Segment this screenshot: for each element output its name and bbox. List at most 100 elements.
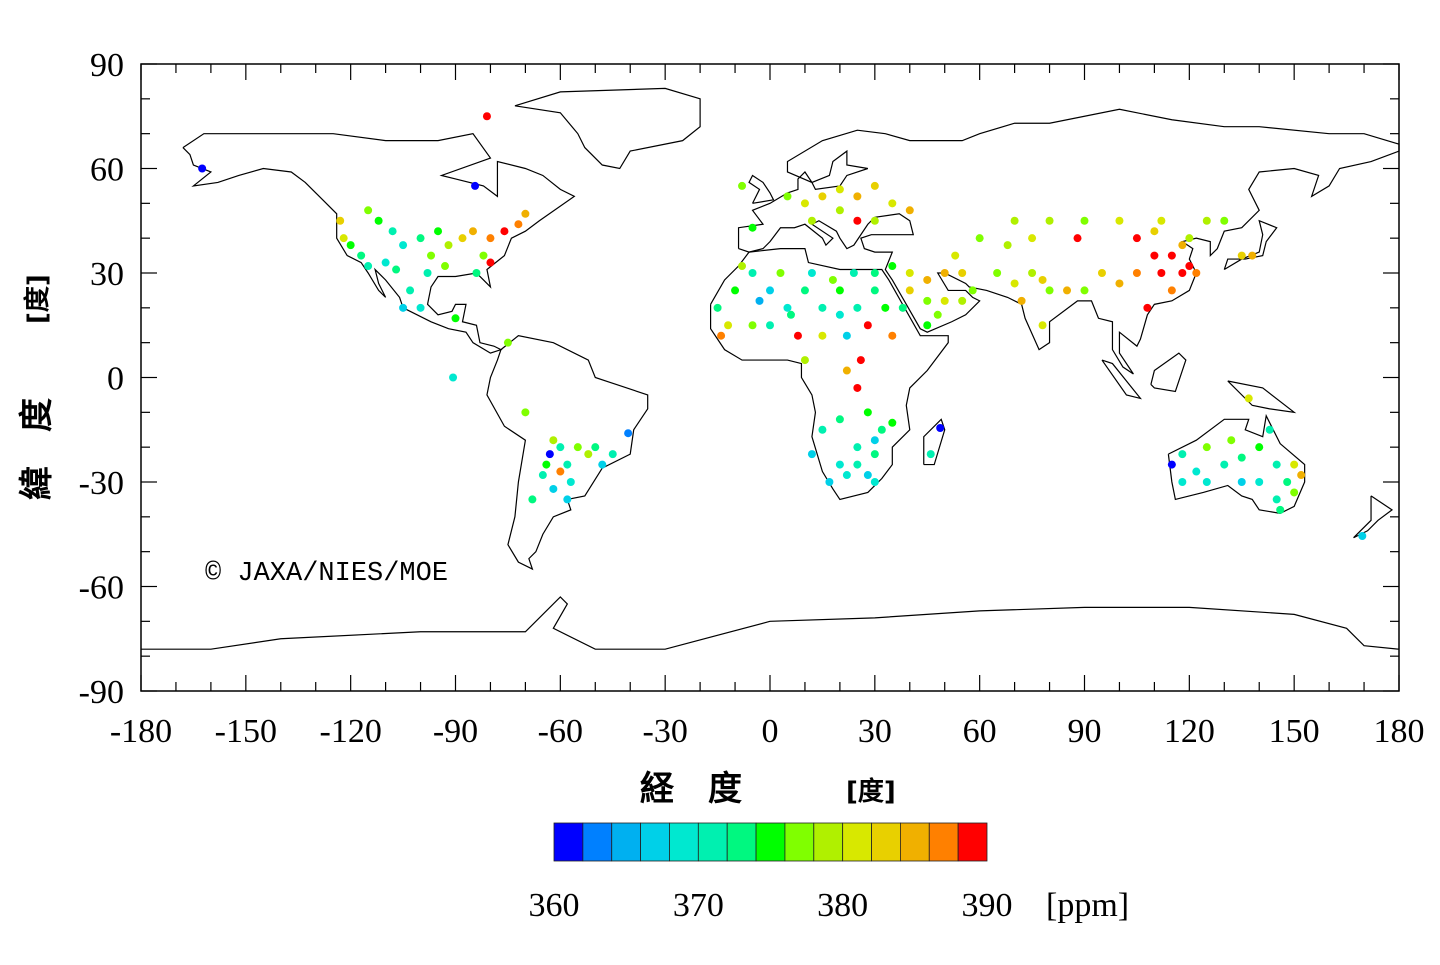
x-tick-label: 0 — [762, 713, 779, 750]
data-point — [1220, 216, 1229, 225]
data-point — [1115, 216, 1124, 225]
x-tick-label: 120 — [1164, 713, 1215, 750]
data-point — [392, 265, 401, 274]
colorbar-labels: 360 370 380 390 — [529, 887, 1013, 924]
data-point — [1038, 275, 1047, 284]
data-point — [724, 321, 733, 330]
data-point — [1157, 269, 1166, 277]
data-point — [444, 241, 453, 250]
data-point — [870, 436, 879, 445]
data-point — [500, 227, 509, 236]
data-point — [842, 366, 851, 375]
data-point — [1248, 251, 1257, 260]
data-point — [1167, 460, 1176, 469]
colorbar-tick-label: 370 — [673, 887, 724, 924]
data-point — [870, 450, 879, 459]
data-point — [521, 209, 530, 218]
data-point — [471, 181, 480, 190]
plot-frame — [140, 63, 1400, 692]
data-point — [807, 450, 816, 459]
axis-ticks — [140, 63, 1400, 692]
coastline — [1150, 352, 1187, 393]
coastline — [737, 108, 1400, 375]
data-point — [482, 112, 491, 121]
data-point — [923, 321, 932, 330]
data-point — [870, 181, 879, 190]
data-point — [563, 460, 572, 469]
data-point — [842, 471, 851, 480]
x-tick-label: -60 — [538, 713, 583, 750]
data-point — [755, 296, 764, 305]
data-point — [888, 262, 897, 271]
data-point — [449, 373, 458, 382]
coastline — [709, 248, 949, 501]
data-point — [870, 478, 879, 486]
y-axis-label: 緯 度 — [17, 398, 57, 500]
data-point — [905, 206, 914, 215]
y-tick-label: 60 — [90, 152, 124, 189]
data-point — [1185, 262, 1194, 271]
coastline — [182, 133, 576, 354]
data-point — [905, 286, 914, 295]
coastline — [486, 335, 649, 571]
data-point — [940, 296, 949, 305]
x-tick-label: 60 — [963, 713, 997, 750]
data-point — [521, 408, 530, 417]
y-axis-unit: [度] — [22, 274, 53, 324]
data-point — [853, 443, 862, 452]
data-point — [898, 303, 907, 312]
data-point — [926, 450, 935, 459]
data-point — [1010, 279, 1019, 288]
data-point — [608, 450, 617, 459]
data-point — [1178, 478, 1187, 486]
y-tick-labels: 90 60 30 0 -30 -60 -90 — [79, 47, 124, 711]
x-tick-label: 30 — [858, 713, 892, 750]
data-point — [1237, 251, 1246, 260]
data-point — [1178, 241, 1187, 250]
data-point — [458, 234, 467, 243]
colorbar-tick-label: 360 — [529, 887, 580, 924]
data-point — [1358, 531, 1367, 540]
data-point — [1143, 303, 1152, 312]
data-point — [717, 331, 726, 340]
data-point — [748, 321, 757, 330]
data-point — [503, 338, 512, 347]
data-point — [993, 269, 1002, 277]
data-point — [1237, 453, 1246, 462]
colorbar-swatch — [755, 822, 786, 862]
colorbar-swatch — [611, 822, 642, 862]
data-point — [1157, 216, 1166, 225]
data-point — [818, 425, 827, 434]
data-point — [853, 192, 862, 201]
data-point — [545, 450, 554, 459]
data-point — [1202, 478, 1211, 486]
data-point — [783, 303, 792, 312]
coastline — [1353, 495, 1394, 539]
data-point — [786, 310, 795, 319]
copyright-text: © JAXA/NIES/MOE — [205, 559, 448, 589]
data-point — [713, 303, 722, 312]
data-point — [374, 216, 383, 225]
data-point — [1003, 241, 1012, 250]
data-point — [1237, 478, 1246, 486]
colorbar-swatch — [813, 822, 844, 862]
x-tick-label: 150 — [1269, 713, 1320, 750]
data-point — [479, 251, 488, 260]
data-point — [1167, 251, 1176, 260]
data-point — [1010, 216, 1019, 225]
data-point — [1167, 286, 1176, 295]
data-point — [406, 286, 415, 295]
data-point — [1192, 467, 1201, 476]
data-point — [364, 206, 373, 215]
data-point — [434, 227, 443, 236]
data-point — [566, 478, 575, 486]
data-point — [441, 262, 450, 271]
data-point — [825, 478, 834, 486]
data-point — [1045, 216, 1054, 225]
y-tick-label: -60 — [79, 570, 124, 607]
data-point — [1115, 279, 1124, 288]
data-point — [1150, 251, 1159, 260]
data-point — [556, 467, 565, 476]
data-point — [1192, 269, 1201, 277]
